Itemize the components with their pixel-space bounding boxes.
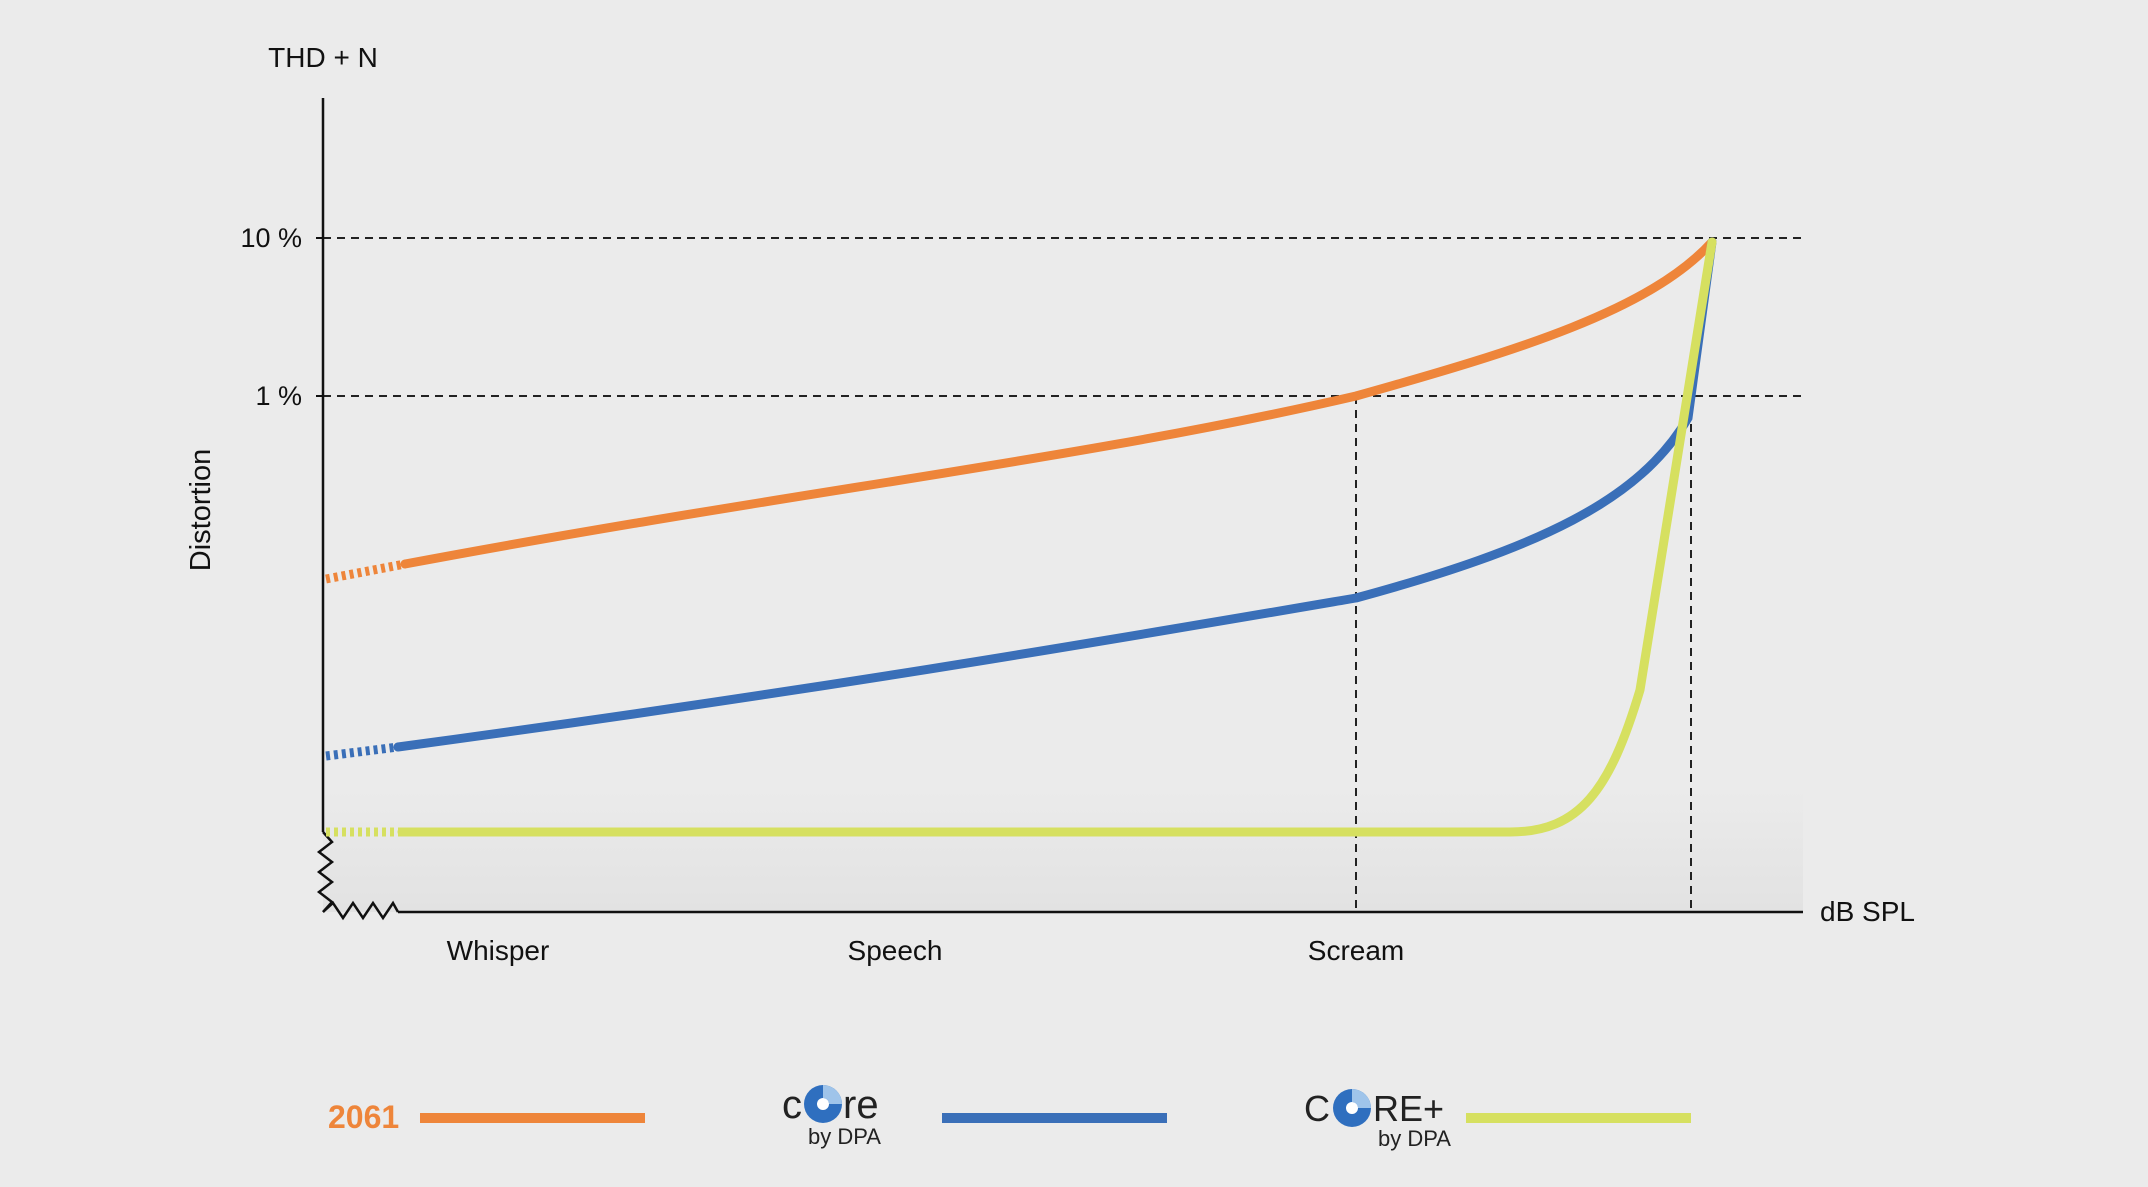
- coreplus-logo-c: C: [1304, 1088, 1330, 1129]
- x-tick-label-scream: Scream: [1308, 935, 1404, 966]
- y-axis-label: Distortion: [185, 449, 217, 572]
- core-logo: c re by DPA: [782, 1083, 881, 1149]
- core-logo-disc-icon: [804, 1085, 842, 1123]
- floor-band: [323, 790, 1803, 912]
- coreplus-logo-re: RE+: [1373, 1088, 1444, 1129]
- x-tick-label-speech: Speech: [848, 935, 943, 966]
- y-tick-label-10-percent: 10 %: [240, 223, 302, 253]
- coreplus-logo-disc-icon: [1333, 1089, 1371, 1127]
- core-logo-c: c: [782, 1083, 802, 1127]
- y-axis-top-label: THD + N: [268, 42, 378, 73]
- series-2061-line: [400, 237, 1717, 569]
- y-axis-break: [316, 831, 335, 913]
- x-tick-label-whisper: Whisper: [447, 935, 550, 966]
- series-coreplus-line: [397, 237, 1717, 837]
- y-tick-label-1-percent: 1 %: [255, 381, 302, 411]
- x-axis-label: dB SPL: [1820, 896, 1915, 927]
- legend-label-2061: 2061: [328, 1099, 399, 1135]
- series-2061-dotted-start: [325, 559, 406, 584]
- series-core-dotted-start: [325, 742, 399, 761]
- series-core-line: [393, 237, 1717, 752]
- legend: 2061 c re by DPA C RE+ by DPA: [328, 1083, 1691, 1151]
- coreplus-logo: C RE+ by DPA: [1304, 1088, 1451, 1151]
- core-logo-re: re: [843, 1083, 879, 1127]
- legend-label-core-sub: by DPA: [808, 1124, 881, 1149]
- x-axis-break: [322, 900, 400, 921]
- legend-label-coreplus-sub: by DPA: [1378, 1126, 1451, 1151]
